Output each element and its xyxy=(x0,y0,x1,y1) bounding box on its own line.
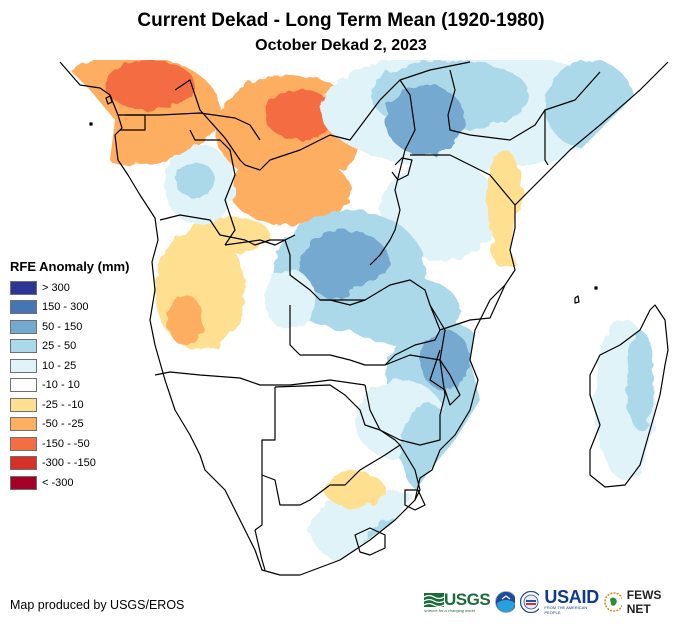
legend-label: > 300 xyxy=(42,281,70,294)
legend-label: -150 - -50 xyxy=(42,437,90,450)
zone-angola-core xyxy=(167,295,203,345)
legend-label: -50 - -25 xyxy=(42,418,84,431)
legend-swatch xyxy=(10,475,37,490)
border-sa-namibia xyxy=(254,529,266,571)
usaid-tagline: FROM THE AMERICAN PEOPLE xyxy=(544,605,588,615)
legend-swatch xyxy=(10,339,37,354)
fews-net-globe-icon xyxy=(604,592,622,612)
legend-label: < -300 xyxy=(42,476,74,489)
legend-item: -300 - -150 xyxy=(10,454,129,474)
border-kenya-tanzania xyxy=(410,154,516,206)
usgs-logo: USGS science for a changing world xyxy=(424,589,491,613)
zone-angola-north xyxy=(190,217,270,253)
partner-logos: USGS science for a changing world USAID … xyxy=(424,587,682,616)
legend-swatch xyxy=(10,397,37,412)
legend-label: 150 - 300 xyxy=(42,301,89,314)
zone-moz-south xyxy=(400,405,460,495)
legend-item: -10 - 10 xyxy=(10,376,129,396)
legend-item: 150 - 300 xyxy=(10,298,129,318)
zone-kzn xyxy=(365,520,425,570)
legend-item: -150 - -50 xyxy=(10,434,129,454)
legend-item: -50 - -25 xyxy=(10,415,129,435)
island-mauritius xyxy=(594,286,598,290)
map-subtitle: October Dekad 2, 2023 xyxy=(255,37,427,54)
legend-label: 50 - 150 xyxy=(42,320,83,333)
usgs-tagline: science for a changing world xyxy=(424,607,475,613)
border-drc-east xyxy=(369,79,416,266)
map-title: Current Dekad - Long Term Mean (1920-198… xyxy=(137,10,545,31)
zone-cameroon xyxy=(105,60,195,110)
legend-swatch xyxy=(10,456,37,471)
legend-swatch xyxy=(10,436,37,451)
legend-swatch xyxy=(10,300,37,315)
legend-swatch xyxy=(10,280,37,295)
legend-swatch xyxy=(10,417,37,432)
border-congo xyxy=(189,129,236,246)
border-angola-namibia xyxy=(154,371,366,386)
usgs-wordmark: USGS xyxy=(444,589,491,609)
legend-label: 10 - 25 xyxy=(42,359,77,372)
legend-title: RFE Anomaly (mm) xyxy=(10,259,130,274)
usaid-wordmark: USAID xyxy=(544,587,599,607)
zone-north-drc xyxy=(230,155,350,225)
zone-madagascar-east xyxy=(626,330,654,430)
island-comoros xyxy=(574,295,580,304)
zone-sa-central xyxy=(325,472,385,508)
legend-item: -25 - -10 xyxy=(10,395,129,415)
legend-label: -300 - -150 xyxy=(42,457,96,470)
island-sao-tome xyxy=(89,122,93,126)
island-bioko xyxy=(105,95,113,105)
coastline-west xyxy=(59,61,669,576)
border-swaziland xyxy=(404,489,426,511)
zone-car-core xyxy=(265,90,335,140)
zone-malawi-core xyxy=(420,330,470,390)
border-car-drc xyxy=(174,61,471,171)
legend: RFE Anomaly (mm) > 300 150 - 300 50 - 150 2… xyxy=(10,259,129,493)
legend-item: < -300 xyxy=(10,473,129,493)
border-rwanda-burundi xyxy=(391,157,413,181)
coastline-madagascar xyxy=(589,304,669,488)
legend-swatch xyxy=(10,358,37,373)
fews-net-wordmark: FEWS NET xyxy=(626,588,662,616)
border-uganda-kenya xyxy=(447,69,601,141)
border-sa-moz xyxy=(399,444,421,501)
usaid-logo: USAID FROM THE AMERICAN PEOPLE xyxy=(544,587,599,615)
legend-swatch xyxy=(10,319,37,334)
legend-item: 50 - 150 xyxy=(10,317,129,337)
map-credit: Map produced by USGS/EROS xyxy=(10,598,185,612)
border-lesotho xyxy=(354,527,386,556)
zone-uganda xyxy=(385,85,465,155)
legend-swatch xyxy=(10,378,37,393)
zone-congo-center xyxy=(175,162,215,198)
usgs-wave-icon xyxy=(424,592,444,607)
border-malawi xyxy=(429,304,461,406)
noaa-logo-icon xyxy=(495,591,515,613)
border-cameroon-gabon xyxy=(118,112,261,141)
border-botswana xyxy=(261,384,401,506)
border-zambia xyxy=(289,279,441,366)
state-seal-icon xyxy=(519,591,540,613)
country-borders xyxy=(59,61,669,576)
zone-tanzania-se xyxy=(491,232,519,268)
border-somalia xyxy=(544,110,549,166)
legend-label: -25 - -10 xyxy=(42,398,84,411)
anomaly-map xyxy=(59,60,669,576)
legend-item: 25 - 50 xyxy=(10,337,129,357)
border-tanzania-moz xyxy=(439,284,506,331)
legend-items: > 300 150 - 300 50 - 150 25 - 50 10 - 25 -10 … xyxy=(10,278,129,493)
border-zimbabwe xyxy=(364,354,446,446)
legend-label: 25 - 50 xyxy=(42,340,77,353)
legend-label: -10 - 10 xyxy=(42,379,80,392)
border-namibia-botswana xyxy=(254,387,276,531)
legend-item: 10 - 25 xyxy=(10,356,129,376)
legend-item: > 300 xyxy=(10,278,129,298)
border-eq-guinea xyxy=(120,114,146,131)
